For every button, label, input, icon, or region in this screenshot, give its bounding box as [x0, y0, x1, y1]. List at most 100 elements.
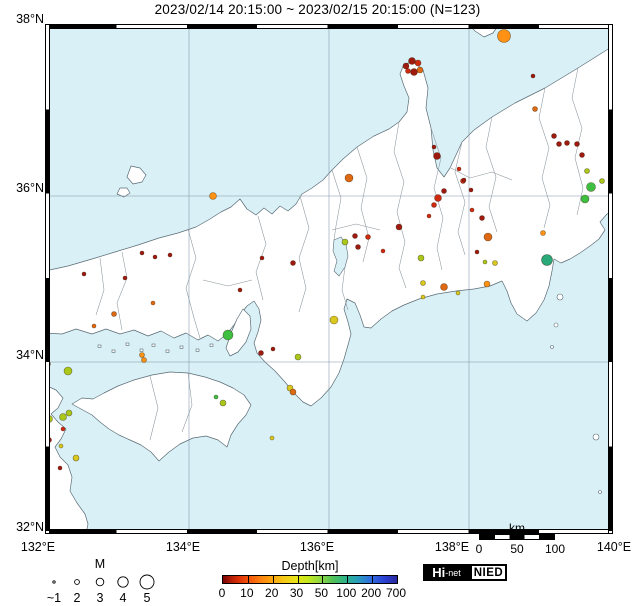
- earthquake-marker: [402, 62, 410, 70]
- earthquake-marker: [420, 280, 426, 286]
- earthquake-marker: [341, 238, 349, 246]
- depth-tick-label: 200: [361, 586, 382, 600]
- earthquake-marker: [59, 413, 67, 421]
- depth-tick-label: 30: [289, 586, 304, 600]
- scale-bar: km 0 50 100: [476, 521, 565, 556]
- earthquake-marker: [426, 213, 432, 219]
- earthquake-marker: [91, 323, 97, 329]
- earthquake-marker: [58, 443, 64, 449]
- earthquake-marker: [482, 259, 488, 265]
- earthquake-marker: [483, 232, 493, 242]
- earthquake-marker: [57, 465, 63, 471]
- magnitude-legend-value: 2: [74, 591, 81, 605]
- scale-bar-segments: [479, 534, 555, 540]
- coastline-oki: [126, 165, 147, 185]
- scale-bar-label: 0: [475, 542, 483, 556]
- magnitude-legend-circle: [95, 577, 105, 587]
- earthquake-marker: [479, 215, 485, 221]
- earthquake-marker: [65, 409, 73, 417]
- earthquake-marker: [294, 353, 302, 361]
- map-frame-top: [45, 24, 613, 29]
- earthquake-marker: [579, 152, 585, 158]
- earthquake-marker: [440, 283, 448, 291]
- longitude-label: 132°E: [20, 540, 56, 554]
- longitude-label: 134°E: [165, 540, 201, 554]
- magnitude-legend-circle: [74, 579, 80, 585]
- earthquake-marker: [139, 352, 145, 358]
- depth-tick-label: 50: [314, 586, 329, 600]
- earthquake-marker: [141, 357, 147, 363]
- earthquake-marker: [152, 254, 158, 260]
- earthquake-marker: [431, 202, 437, 208]
- depth-tick-label: 100: [336, 586, 357, 600]
- islets: [97, 293, 602, 494]
- earthquake-marker: [433, 152, 441, 160]
- earthquake-marker: [355, 244, 361, 250]
- coastline-awaji: [225, 308, 252, 357]
- magnitude-legend: M ~1 2 3 4 5: [40, 556, 165, 606]
- map-frame-right: [608, 24, 613, 534]
- earthquake-marker: [556, 141, 562, 147]
- depth-tick: [297, 576, 299, 583]
- earthquake-marker: [455, 290, 461, 296]
- map-svg: [45, 25, 613, 534]
- magnitude-legend-circle: [52, 580, 56, 584]
- earthquake-marker: [219, 399, 227, 407]
- depth-tick-label: 20: [265, 586, 279, 600]
- scale-bar-unit: km: [509, 521, 525, 535]
- earthquake-marker: [551, 133, 557, 139]
- depth-legend: Depth[km] 0 10 20 30 50 100 200 700: [219, 559, 406, 600]
- earthquake-marker: [469, 207, 475, 213]
- earthquake-marker: [209, 192, 217, 200]
- earthquake-marker: [167, 252, 173, 258]
- earthquake-marker: [574, 141, 580, 147]
- earthquake-marker: [408, 57, 416, 65]
- earthquake-marker: [63, 366, 73, 376]
- map-canvas: km 0 50 100: [45, 24, 613, 556]
- magnitude-legend-value: 4: [120, 591, 127, 605]
- earthquake-marker: [329, 315, 339, 325]
- earthquake-marker: [290, 260, 296, 266]
- earthquake-marker: [139, 250, 145, 256]
- earthquake-marker: [434, 194, 442, 202]
- earthquake-marker: [492, 260, 498, 266]
- depth-tick: [322, 576, 324, 583]
- map-title: 2023/02/14 20:15:00 ~ 2023/02/15 20:15:0…: [154, 2, 481, 17]
- earthquake-marker: [580, 194, 590, 204]
- longitude-label: 138°E: [434, 540, 470, 554]
- depth-tick-label: 10: [240, 586, 254, 600]
- earthquake-marker: [111, 311, 117, 317]
- hinet-logo-net: -net: [445, 567, 461, 578]
- earthquake-marker: [222, 329, 234, 341]
- earthquake-marker: [81, 271, 87, 277]
- depth-tick-label: 700: [385, 586, 407, 600]
- depth-tick: [272, 576, 274, 583]
- graticule-lines: [47, 26, 611, 531]
- coastline-kyushu: [45, 384, 89, 534]
- hinet-logo-hi: Hi: [432, 565, 446, 580]
- earthquake-marker: [410, 68, 418, 76]
- depth-tick: [247, 576, 249, 583]
- scale-bar-label: 100: [544, 542, 566, 556]
- magnitude-legend-value: ~1: [47, 591, 61, 605]
- magnitude-legend-svg: M ~1 2 3 4 5: [47, 557, 155, 605]
- earthquake-marker: [237, 287, 243, 293]
- earthquake-marker: [122, 275, 128, 281]
- magnitude-legend-title: M: [95, 557, 105, 571]
- earthquake-marker: [269, 435, 275, 441]
- depth-tick: [347, 576, 349, 583]
- hinet-logo: Hi -net: [423, 564, 470, 581]
- earthquake-marker: [259, 255, 265, 261]
- earthquake-marker: [60, 426, 66, 432]
- magnitude-legend-circle: [139, 574, 155, 590]
- coastline-shikoku: [71, 371, 252, 462]
- coastline-oki-2: [116, 187, 131, 198]
- depth-legend-title: Depth[km]: [281, 559, 339, 573]
- earthquake-marker: [270, 346, 276, 352]
- latitude-label: 38°N: [16, 12, 44, 26]
- earthquake-marker: [289, 388, 297, 396]
- magnitude-legend-value: 3: [97, 591, 104, 605]
- scale-bar-label: 50: [510, 542, 524, 556]
- hinet-nied-logo: Hi -net NIED: [423, 564, 507, 581]
